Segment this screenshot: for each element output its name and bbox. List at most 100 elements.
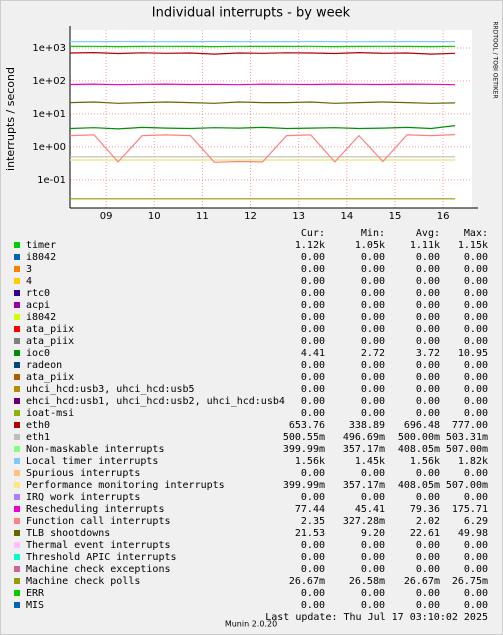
legend-stat: 0.00	[416, 396, 440, 407]
legend-stat: 0.00	[464, 372, 488, 383]
legend-label: 4	[26, 276, 32, 287]
legend-stat: 0.00	[464, 540, 488, 551]
series-line	[69, 83, 456, 86]
legend-stat: 0.00	[361, 564, 385, 575]
y-axis-label: interrupts / second	[4, 67, 17, 171]
x-tick-label: 14	[340, 211, 353, 222]
legend-stat: 2.02	[416, 516, 440, 527]
legend-label: Machine check polls	[26, 576, 140, 587]
legend-stat: 0.00	[301, 360, 325, 371]
legend-swatch	[14, 278, 20, 284]
legend-stat: 26.67m	[289, 576, 325, 587]
legend-stat: 507.00m	[446, 444, 488, 455]
y-tick-label: 1e+00	[32, 142, 66, 153]
x-tick-label: 11	[196, 211, 209, 222]
legend-stat: 0.00	[464, 468, 488, 479]
legend-stat: 0.00	[416, 384, 440, 395]
legend-stat: 0.00	[416, 600, 440, 611]
legend-label: ata_piix	[26, 324, 74, 335]
legend-stat: 0.00	[301, 408, 325, 419]
legend-stat: 0.00	[301, 252, 325, 263]
legend-stat: 0.00	[361, 336, 385, 347]
legend-swatch	[14, 554, 20, 560]
legend-stat: 0.00	[301, 564, 325, 575]
legend-column-header: Avg:	[416, 228, 440, 239]
legend-swatch	[14, 506, 20, 512]
legend-stat: 0.00	[464, 384, 488, 395]
legend-label: TLB shootdowns	[26, 528, 110, 539]
legend-stat: 0.00	[464, 276, 488, 287]
legend-stat: 2.35	[301, 516, 325, 527]
legend-stat: 0.00	[361, 552, 385, 563]
footer: Munin 2.0.20	[225, 620, 277, 629]
legend-stat: 0.00	[361, 396, 385, 407]
legend-stat: 0.00	[301, 336, 325, 347]
legend-stat: 327.28m	[343, 516, 385, 527]
legend-stat: 49.98	[458, 528, 488, 539]
legend-label: Local timer interrupts	[26, 456, 158, 467]
legend-stat: 77.44	[295, 504, 325, 515]
legend-stat: 338.89	[349, 420, 385, 431]
legend-stat: 0.00	[464, 252, 488, 263]
legend-stat: 408.05m	[398, 444, 440, 455]
legend-stat: 653.76	[289, 420, 325, 431]
x-tick-label: 15	[389, 211, 402, 222]
legend-label: Rescheduling interrupts	[26, 504, 164, 515]
x-tick-label: 09	[100, 211, 113, 222]
legend-stat: 26.67m	[404, 576, 440, 587]
legend-stat: 0.00	[464, 408, 488, 419]
legend-swatch	[14, 410, 20, 416]
legend-stat: 3.72	[416, 348, 440, 359]
legend-swatch	[14, 494, 20, 500]
legend-stat: 1.56k	[295, 456, 325, 467]
legend-swatch	[14, 578, 20, 584]
legend-stat: 0.00	[464, 588, 488, 599]
legend-stat: 0.00	[416, 324, 440, 335]
legend-stat: 0.00	[361, 492, 385, 503]
legend-swatch	[14, 518, 20, 524]
legend-stat: 0.00	[464, 264, 488, 275]
legend-stat: 0.00	[416, 552, 440, 563]
legend-swatch	[14, 590, 20, 596]
legend-swatch	[14, 302, 20, 308]
legend-stat: 0.00	[301, 540, 325, 551]
legend-stat: 0.00	[416, 564, 440, 575]
legend-swatch	[14, 482, 20, 488]
legend-stat: 0.00	[416, 252, 440, 263]
legend-label: IRQ work interrupts	[26, 492, 140, 503]
legend-stat: 0.00	[361, 588, 385, 599]
legend-stat: 0.00	[361, 360, 385, 371]
legend-stat: 0.00	[464, 564, 488, 575]
legend-swatch	[14, 326, 20, 332]
x-tick-label: 10	[148, 211, 161, 222]
legend-swatch	[14, 602, 20, 608]
legend-stat: 1.11k	[410, 240, 440, 251]
legend-stat: 0.00	[464, 552, 488, 563]
legend-stat: 0.00	[301, 552, 325, 563]
chart-title: Individual interrupts - by week	[152, 6, 351, 21]
legend-stat: 1.05k	[355, 240, 385, 251]
legend-stat: 0.00	[301, 600, 325, 611]
legend-stat: 0.00	[361, 468, 385, 479]
legend-stat: 0.00	[416, 264, 440, 275]
legend-stat: 0.00	[464, 492, 488, 503]
legend-label: MIS	[26, 600, 44, 611]
legend-stat: 0.00	[464, 336, 488, 347]
legend-stat: 0.00	[416, 492, 440, 503]
legend-swatch	[14, 290, 20, 296]
legend-column-header: Max:	[464, 228, 488, 239]
legend-swatch	[14, 254, 20, 260]
legend-stat: 500.00m	[398, 432, 440, 443]
legend-swatch	[14, 422, 20, 428]
legend-label: ioat-msi	[26, 408, 74, 419]
legend-stat: 22.61	[410, 528, 440, 539]
legend-stat: 0.00	[416, 468, 440, 479]
legend-stat: 1.82k	[458, 456, 488, 467]
legend-stat: 0.00	[361, 372, 385, 383]
legend-stat: 0.00	[416, 336, 440, 347]
legend-label: ehci_hcd:usb1, uhci_hcd:usb2, uhci_hcd:u…	[26, 396, 285, 407]
legend-label: 3	[26, 264, 32, 275]
legend-label: Spurious interrupts	[26, 468, 140, 479]
legend-stat: 696.48	[404, 420, 440, 431]
last-update: Last update: Thu Jul 17 03:10:02 2025	[265, 612, 488, 623]
